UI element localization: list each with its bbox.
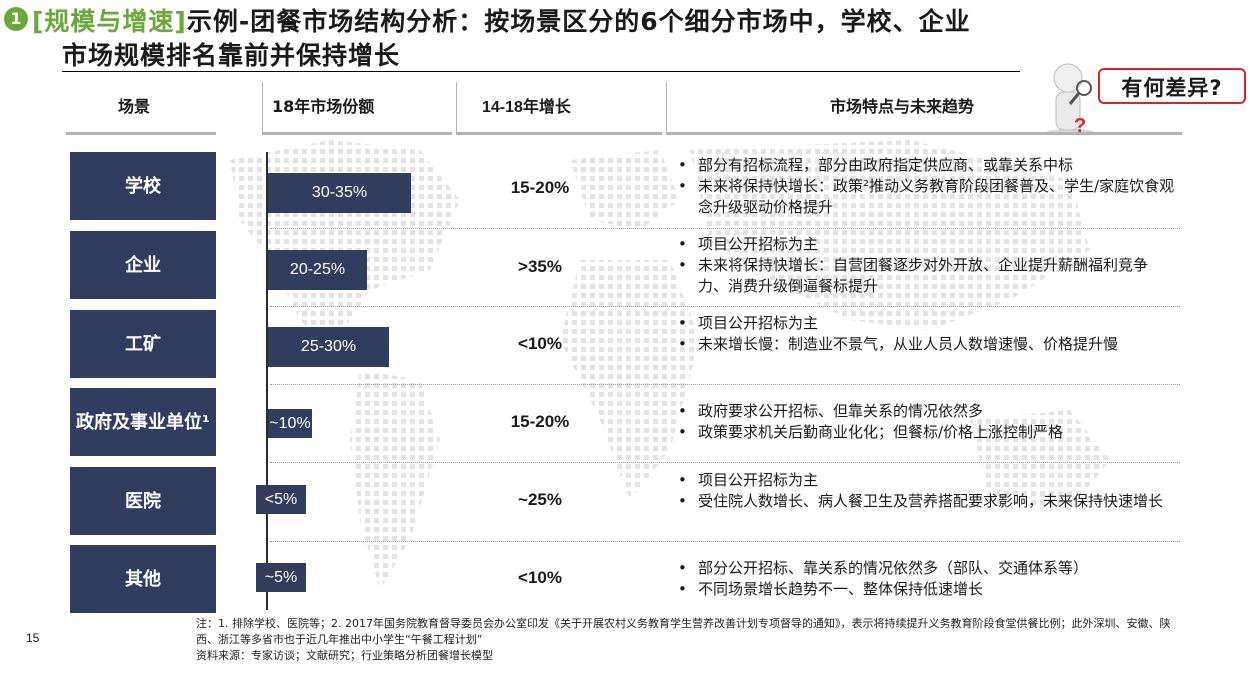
share-axis	[266, 152, 268, 610]
share-bar: 25-30%	[268, 327, 389, 367]
share-bar-label: 30-35%	[311, 184, 368, 201]
row-separator	[270, 384, 1180, 385]
header-underline	[456, 132, 662, 135]
growth-value: 15-20%	[510, 412, 570, 431]
feature-item: 未来将保持快增长：政策²推动义务教育阶段团餐普及、学生/家庭饮食观念升级驱动价格…	[676, 176, 1176, 218]
title-line2: 市场规模排名靠前并保持增长	[62, 41, 401, 70]
feature-list: 部分有招标流程，部分由政府指定供应商、或靠关系中标 未来将保持快增长：政策²推动…	[676, 155, 1176, 218]
share-bar-label: 25-30%	[300, 338, 357, 355]
title-tag: [规模与增速]	[32, 7, 187, 36]
feature-item: 受住院人数增长、病人餐卫生及营养搭配要求影响，未来保持快速增长	[676, 491, 1176, 512]
header-divider	[666, 82, 667, 132]
section-number-badge: 1	[4, 7, 28, 31]
row-separator	[270, 306, 1180, 307]
feature-item: 项目公开招标为主	[676, 234, 1176, 255]
feature-list: 项目公开招标为主 受住院人数增长、病人餐卫生及营养搭配要求影响，未来保持快速增长	[676, 470, 1176, 512]
footnote-notes: 注：1. 排除学校、医院等；2. 2017年国务院教育督导委员会办公室印发《关于…	[196, 617, 1171, 646]
feature-list: 部分公开招标、靠关系的情况依然多（部队、交通体系等） 不同场景增长趋势不一、整体…	[676, 558, 1176, 600]
feature-item: 项目公开招标为主	[676, 313, 1176, 334]
row-separator	[270, 228, 1180, 229]
title-line1: 示例-团餐市场结构分析：按场景区分的6个细分市场中，学校、企业	[186, 7, 971, 36]
feature-item: 项目公开招标为主	[676, 470, 1176, 491]
row-separator	[270, 541, 1180, 542]
share-bar: ~10%	[268, 409, 312, 438]
growth-value: <10%	[518, 334, 562, 353]
feature-item: 政策要求机关后勤商业化化；但餐标/价格上涨控制严格	[676, 422, 1176, 443]
share-bar: <5%	[256, 485, 306, 514]
header-growth: 14-18年增长	[482, 99, 571, 116]
growth-value: >35%	[518, 257, 562, 276]
header-underline	[262, 132, 452, 135]
scene-label: 工矿	[70, 310, 216, 378]
slide-title: [规模与增速]示例-团餐市场结构分析：按场景区分的6个细分市场中，学校、企业	[32, 2, 971, 38]
page-number: 15	[26, 631, 40, 645]
row-separator	[270, 462, 1180, 463]
share-bar: 20-25%	[268, 250, 367, 290]
header-divider	[456, 82, 457, 132]
scene-label: 其他	[70, 545, 216, 613]
share-bar: 30-35%	[268, 173, 411, 213]
feature-item: 部分公开招标、靠关系的情况依然多（部队、交通体系等）	[676, 558, 1176, 579]
feature-item: 未来将保持快增长：自营团餐逐步对外开放、企业提升薪酬福利竞争力、消费升级倒逼餐标…	[676, 255, 1176, 297]
share-bar-label: ~10%	[269, 414, 311, 432]
share-bar: ~5%	[256, 563, 306, 592]
share-bar-label: <5%	[264, 490, 298, 508]
feature-item: 政府要求公开招标、但靠关系的情况依然多	[676, 401, 1176, 422]
header-underline	[66, 132, 216, 135]
feature-list: 政府要求公开招标、但靠关系的情况依然多 政策要求机关后勤商业化化；但餐标/价格上…	[676, 401, 1176, 443]
feature-item: 不同场景增长趋势不一、整体保持低速增长	[676, 579, 1176, 600]
growth-value: <10%	[518, 568, 562, 587]
header-underline	[666, 132, 1182, 135]
title-divider	[62, 71, 1020, 72]
growth-value: ~25%	[518, 490, 562, 509]
feature-list: 项目公开招标为主 未来将保持快增长：自营团餐逐步对外开放、企业提升薪酬福利竞争力…	[676, 234, 1176, 297]
question-callout: 有何差异?	[1098, 68, 1246, 104]
header-features: 市场特点与未来趋势	[830, 97, 975, 116]
share-bar-label: ~5%	[264, 568, 298, 586]
scene-label: 医院	[70, 467, 216, 535]
scene-label: 学校	[70, 152, 216, 220]
share-bar-label: 20-25%	[289, 261, 346, 278]
footnote-source: 资料来源：专家访谈；文献研究；行业策略分析团餐增长模型	[196, 649, 493, 662]
feature-list: 项目公开招标为主 未来增长慢：制造业不景气，从业人员人数增速慢、价格提升慢	[676, 313, 1176, 355]
header-scene: 场景	[118, 97, 151, 116]
svg-text:?: ?	[1074, 115, 1086, 136]
thinking-person-icon: ?	[1046, 63, 1094, 136]
footnote: 注：1. 排除学校、医院等；2. 2017年国务院教育督导委员会办公室印发《关于…	[196, 616, 1186, 664]
scene-label: 政府及事业单位¹	[70, 388, 216, 456]
scene-label: 企业	[70, 231, 216, 299]
growth-value: 15-20%	[510, 178, 570, 197]
header-share: 18年市场份额	[272, 97, 375, 116]
feature-item: 部分有招标流程，部分由政府指定供应商、或靠关系中标	[676, 155, 1176, 176]
header-divider	[262, 82, 263, 132]
feature-item: 未来增长慢：制造业不景气，从业人员人数增速慢、价格提升慢	[676, 334, 1176, 355]
